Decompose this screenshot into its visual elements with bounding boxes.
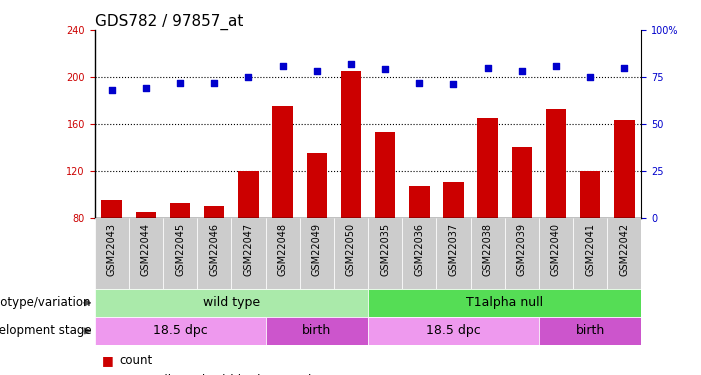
Point	[175, 80, 186, 86]
Bar	[402, 217, 436, 289]
Point	[516, 68, 527, 74]
Text: GSM22039: GSM22039	[517, 223, 527, 276]
Point	[585, 74, 596, 80]
Bar	[306, 153, 327, 218]
Text: birth: birth	[302, 324, 332, 338]
Bar	[546, 108, 566, 217]
Bar	[136, 211, 156, 217]
Bar	[614, 120, 634, 218]
Text: GSM22042: GSM22042	[619, 223, 629, 276]
Bar	[409, 186, 430, 218]
Point	[414, 80, 425, 86]
Text: GSM22046: GSM22046	[209, 223, 219, 276]
Text: 18.5 dpc: 18.5 dpc	[426, 324, 481, 338]
Text: GSM22050: GSM22050	[346, 223, 356, 276]
Bar	[238, 171, 259, 217]
Point	[619, 64, 630, 70]
Point	[379, 66, 390, 72]
Bar	[368, 317, 539, 345]
Bar	[375, 132, 395, 218]
Text: GSM22040: GSM22040	[551, 223, 561, 276]
Bar	[436, 217, 470, 289]
Text: 18.5 dpc: 18.5 dpc	[153, 324, 207, 338]
Bar	[95, 317, 266, 345]
Bar	[580, 171, 601, 217]
Text: birth: birth	[576, 324, 605, 338]
Bar	[197, 217, 231, 289]
Bar	[573, 217, 607, 289]
Text: GSM22036: GSM22036	[414, 223, 424, 276]
Bar	[300, 217, 334, 289]
Text: GSM22041: GSM22041	[585, 223, 595, 276]
Text: GSM22038: GSM22038	[482, 223, 493, 276]
Text: ■: ■	[102, 374, 114, 375]
Bar	[231, 217, 266, 289]
Bar	[477, 118, 498, 218]
Bar	[95, 289, 368, 317]
Text: GSM22035: GSM22035	[380, 223, 390, 276]
Bar	[95, 217, 129, 289]
Bar	[505, 217, 539, 289]
Bar	[102, 200, 122, 217]
Point	[550, 63, 562, 69]
Text: genotype/variation: genotype/variation	[0, 296, 91, 309]
Point	[243, 74, 254, 80]
Text: GSM22047: GSM22047	[243, 223, 254, 276]
Bar	[129, 217, 163, 289]
Point	[106, 87, 117, 93]
Text: percentile rank within the sample: percentile rank within the sample	[119, 374, 319, 375]
Text: T1alpha null: T1alpha null	[466, 296, 543, 309]
Bar	[539, 217, 573, 289]
Bar	[368, 217, 402, 289]
Bar	[334, 217, 368, 289]
Text: count: count	[119, 354, 152, 367]
Text: GDS782 / 97857_at: GDS782 / 97857_at	[95, 14, 243, 30]
Text: wild type: wild type	[203, 296, 260, 309]
Bar	[266, 217, 300, 289]
Text: GSM22037: GSM22037	[449, 223, 458, 276]
Bar	[539, 317, 641, 345]
Bar	[341, 71, 361, 217]
Text: ■: ■	[102, 354, 114, 367]
Bar	[163, 217, 197, 289]
Point	[209, 80, 220, 86]
Text: GSM22048: GSM22048	[278, 223, 287, 276]
Point	[346, 61, 357, 67]
Text: GSM22043: GSM22043	[107, 223, 117, 276]
Text: development stage: development stage	[0, 324, 91, 338]
Text: GSM22049: GSM22049	[312, 223, 322, 276]
Bar	[470, 217, 505, 289]
Text: GSM22044: GSM22044	[141, 223, 151, 276]
Point	[448, 81, 459, 87]
Point	[140, 85, 151, 91]
Bar	[512, 147, 532, 218]
Bar	[443, 182, 464, 218]
Bar	[266, 317, 368, 345]
Point	[482, 64, 494, 70]
Bar	[204, 206, 224, 218]
Text: GSM22045: GSM22045	[175, 223, 185, 276]
Bar	[273, 106, 293, 218]
Point	[311, 68, 322, 74]
Bar	[368, 289, 641, 317]
Point	[277, 63, 288, 69]
Bar	[607, 217, 641, 289]
Bar	[170, 203, 191, 217]
